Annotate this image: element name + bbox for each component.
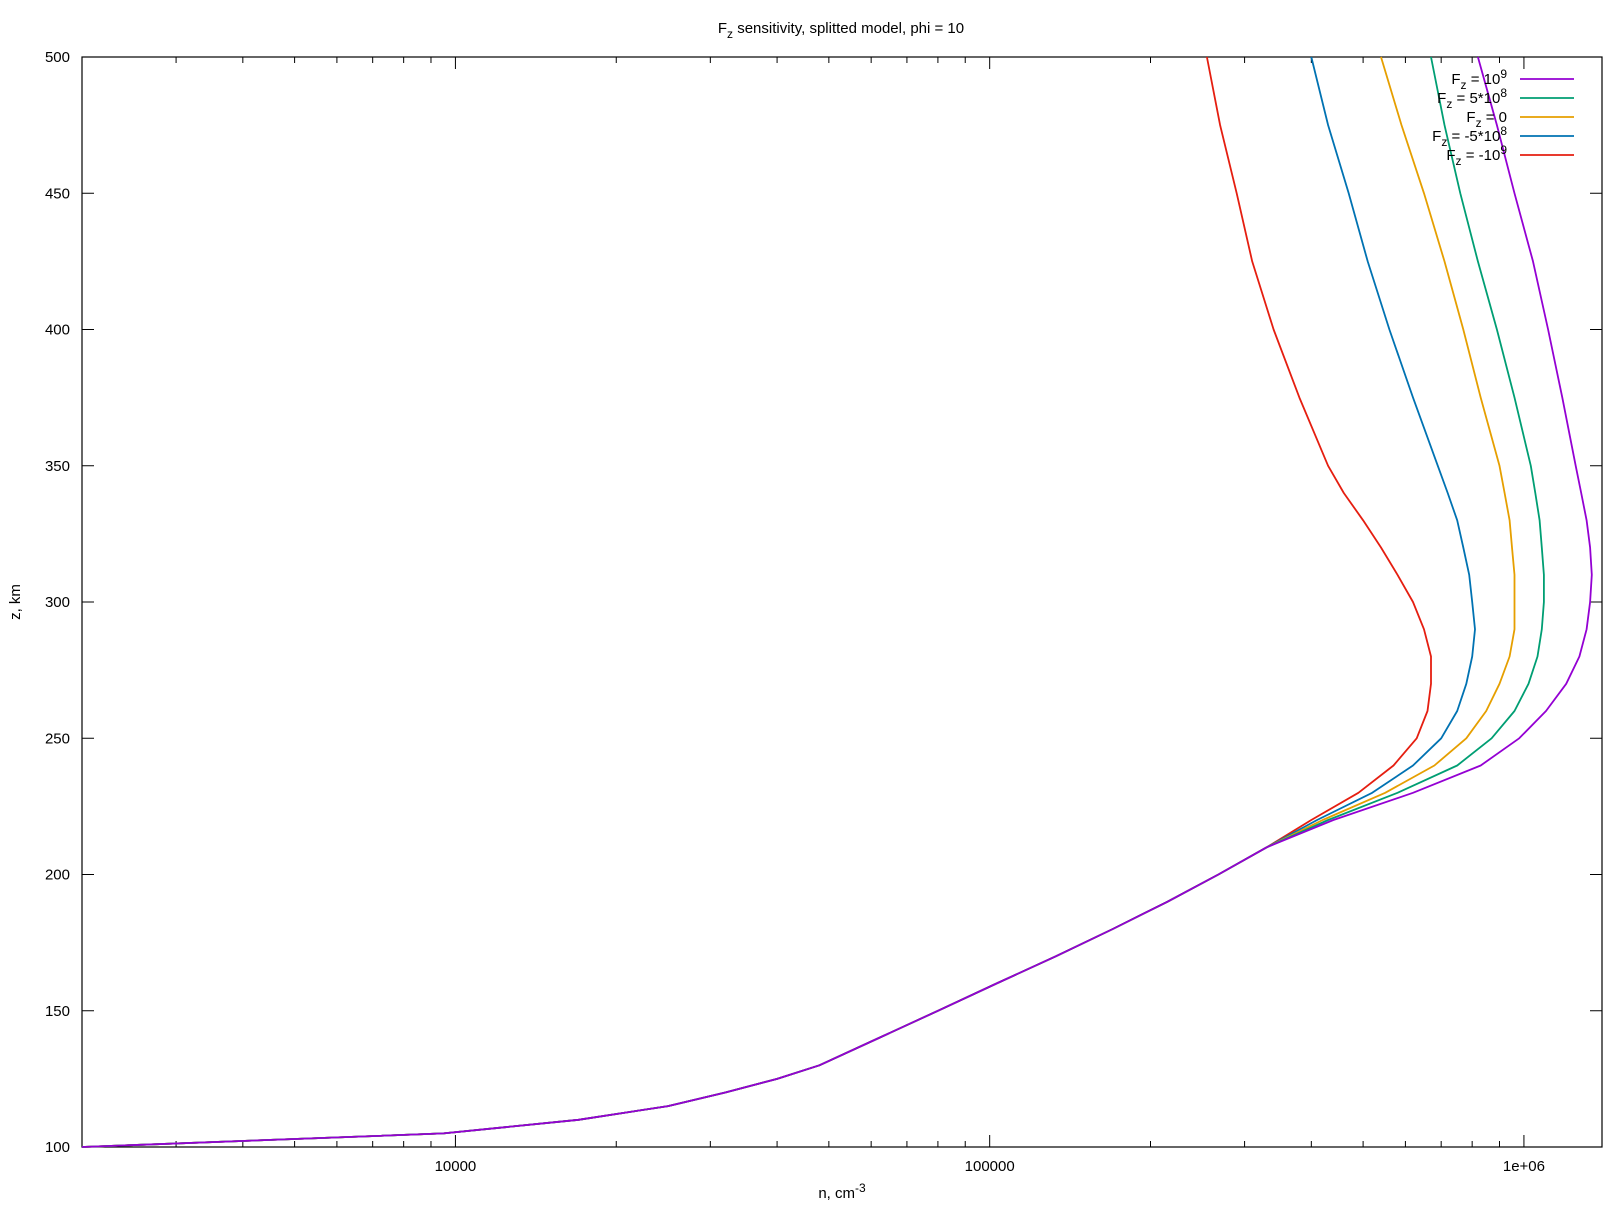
y-tick-label: 200: [45, 867, 70, 884]
x-tick-label: 1e+06: [1503, 1158, 1545, 1175]
series-line: [81, 56, 1545, 1148]
y-tick-label: 350: [45, 458, 70, 475]
y-tick-label: 400: [45, 322, 70, 339]
y-tick-label: 150: [45, 1003, 70, 1020]
y-tick-label: 250: [45, 730, 70, 747]
legend-label: Fz = 0: [1466, 109, 1507, 130]
series-line: [81, 56, 1593, 1148]
y-tick-label: 100: [45, 1139, 70, 1156]
legend-label: Fz = 109: [1451, 67, 1507, 92]
series-layer: [81, 56, 1593, 1148]
y-tick-label: 450: [45, 185, 70, 202]
legend-label: Fz = -5*108: [1432, 124, 1507, 149]
y-axis-title: z, km: [7, 584, 24, 620]
x-tick-label: 100000: [965, 1158, 1015, 1175]
series-line: [81, 56, 1476, 1148]
series-line: [81, 56, 1432, 1148]
y-tick-label: 300: [45, 594, 70, 611]
plot-frame: [81, 56, 1603, 1148]
x-tick-label: 10000: [435, 1158, 477, 1175]
axis-ticks: 10000 100000 1e+06 100 150 200 250 300 350 400 450…: [45, 49, 1602, 1175]
y-tick-label: 500: [45, 49, 70, 66]
legend-label: Fz = -109: [1446, 143, 1507, 168]
series-line: [81, 56, 1516, 1148]
legend-label: Fz = 5*108: [1437, 86, 1507, 111]
chart-title: Fz sensitivity, splitted model, phi = 10: [718, 20, 964, 41]
x-axis-title: n, cm-3: [818, 1181, 866, 1202]
